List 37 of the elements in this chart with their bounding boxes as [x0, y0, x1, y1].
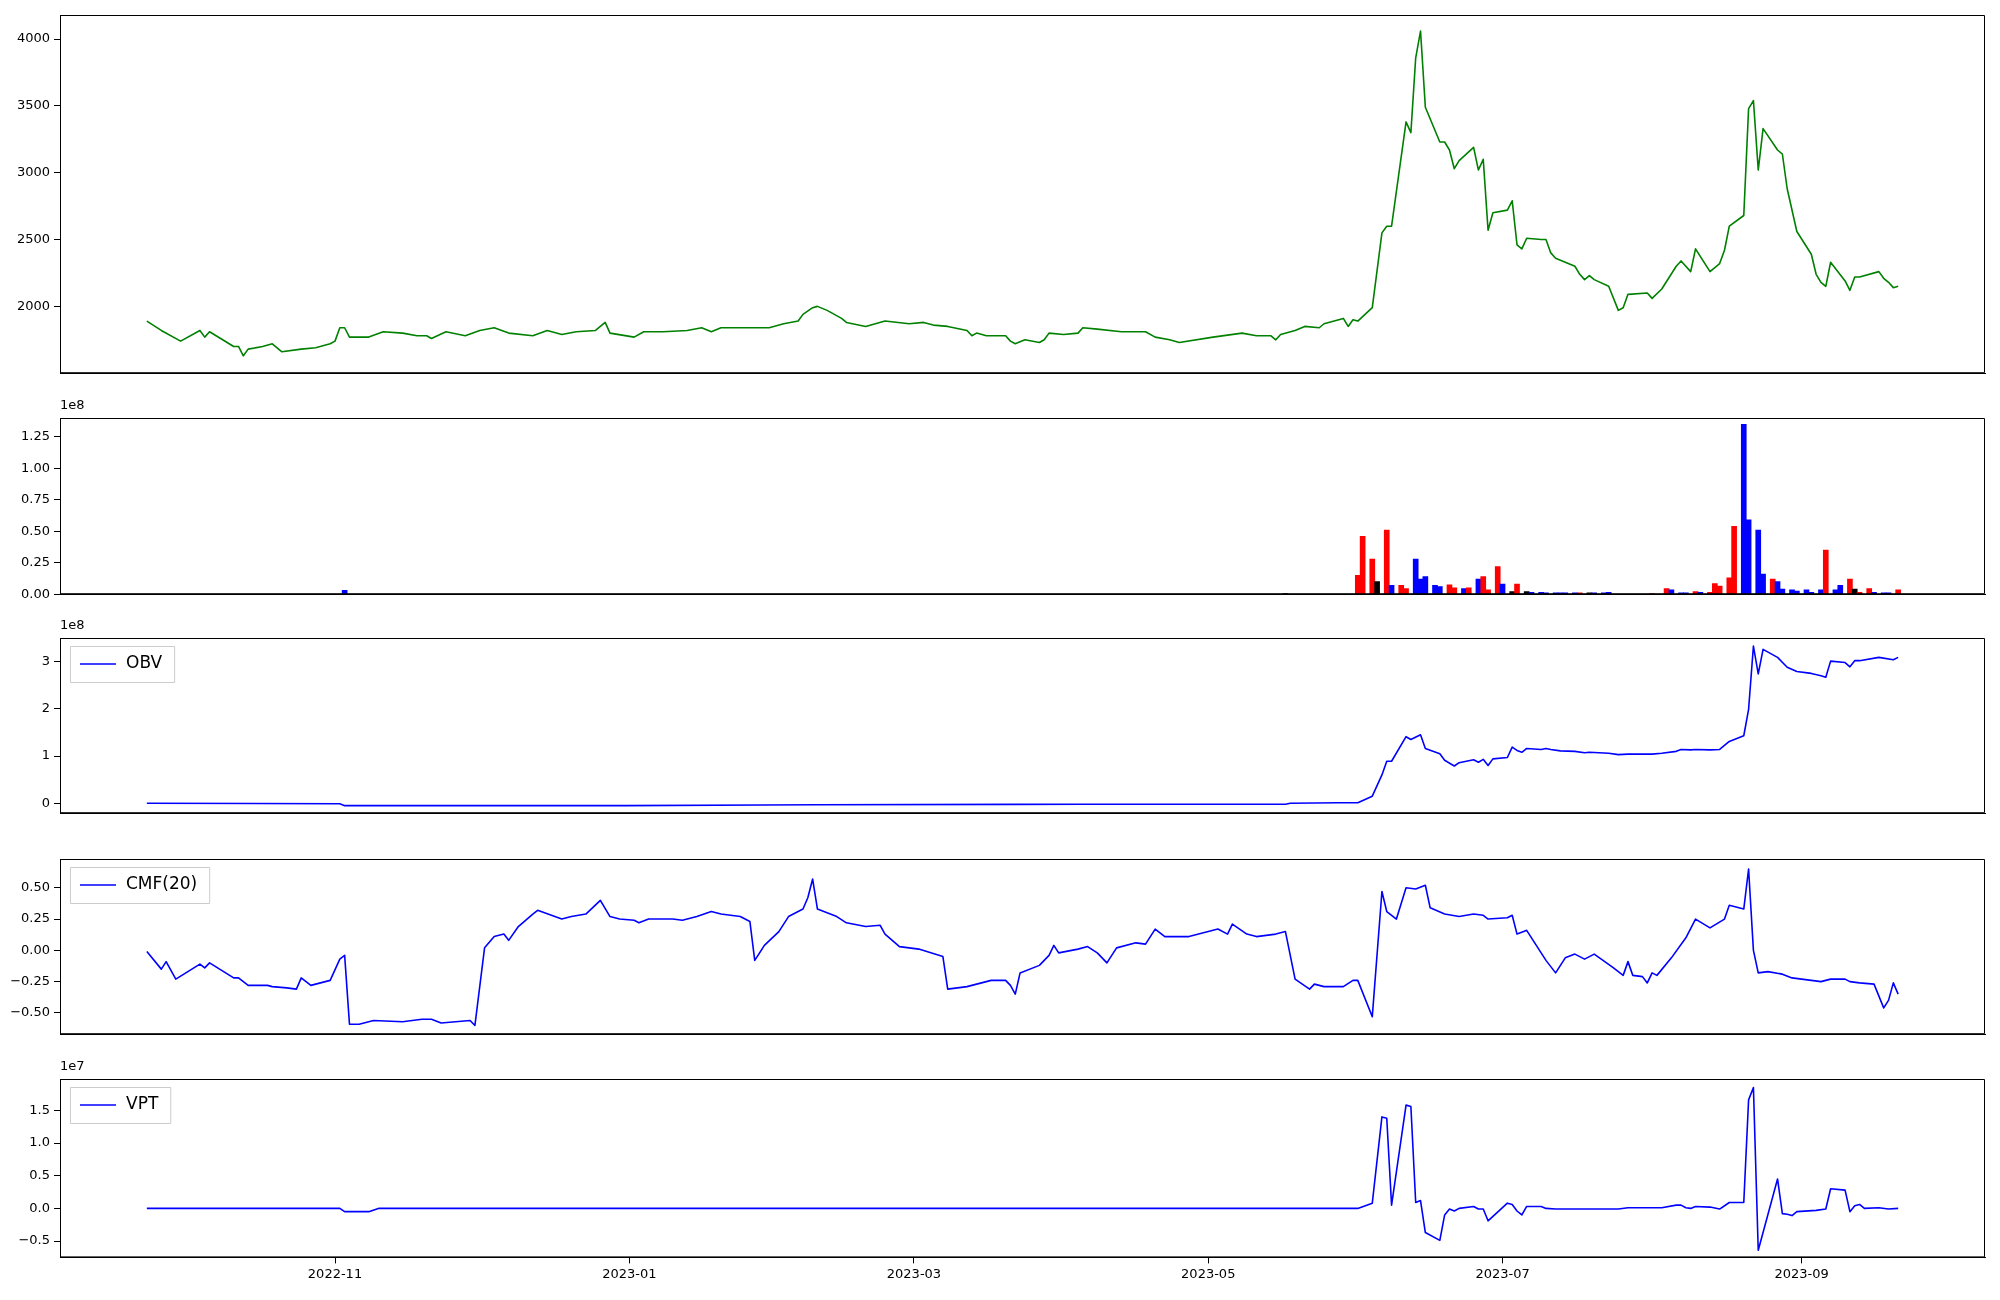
y-tick-label: 0.00 — [21, 585, 50, 601]
y-tick-label: 1.5 — [29, 1101, 50, 1117]
legend-label: VPT — [126, 1093, 159, 1114]
y-tick-label: 3000 — [16, 164, 50, 180]
y-tick-label: 1.25 — [21, 428, 50, 444]
y-tick-label: 2000 — [16, 297, 50, 313]
y-tick-label: 3 — [41, 652, 50, 668]
legend-label: OBV — [126, 652, 163, 673]
y-tick-label: 2500 — [16, 230, 50, 246]
x-tick-label: 2022-11 — [307, 1265, 363, 1281]
y-tick-label: 2 — [41, 700, 50, 716]
y-tick-label: −0.50 — [10, 1004, 50, 1020]
y-tick-label: 0.75 — [21, 491, 50, 507]
y-tick-label: 0.50 — [21, 879, 50, 895]
y-tick-label: 0.25 — [21, 554, 50, 570]
legend-label: CMF(20) — [126, 873, 198, 894]
text: 1e8 — [60, 616, 85, 632]
y-tick-label: 3500 — [16, 97, 50, 113]
y-tick-label: 0 — [41, 794, 50, 810]
x-tick-label: 2023-03 — [886, 1265, 942, 1281]
y-tick-label: −0.5 — [18, 1232, 50, 1248]
x-tick-label: 2023-09 — [1774, 1265, 1829, 1281]
text: 1e7 — [60, 1057, 85, 1073]
text: 1e8 — [60, 396, 85, 412]
x-tick-label: 2023-01 — [602, 1265, 657, 1281]
x-tick-label: 2023-05 — [1181, 1265, 1236, 1281]
y-tick-label: 4000 — [16, 30, 50, 46]
y-tick-label: −0.25 — [10, 973, 50, 989]
y-tick-label: 0.5 — [29, 1167, 50, 1183]
y-tick-label: 0.25 — [21, 910, 50, 926]
y-tick-label: 0.00 — [21, 941, 50, 957]
y-tick-label: 1 — [41, 747, 50, 763]
y-tick-label: 0.50 — [21, 522, 50, 538]
x-tick-label: 2023-07 — [1475, 1265, 1530, 1281]
y-tick-label: 0.0 — [29, 1199, 50, 1215]
y-tick-label: 1.00 — [21, 459, 50, 475]
y-tick-label: 1.0 — [29, 1134, 50, 1150]
